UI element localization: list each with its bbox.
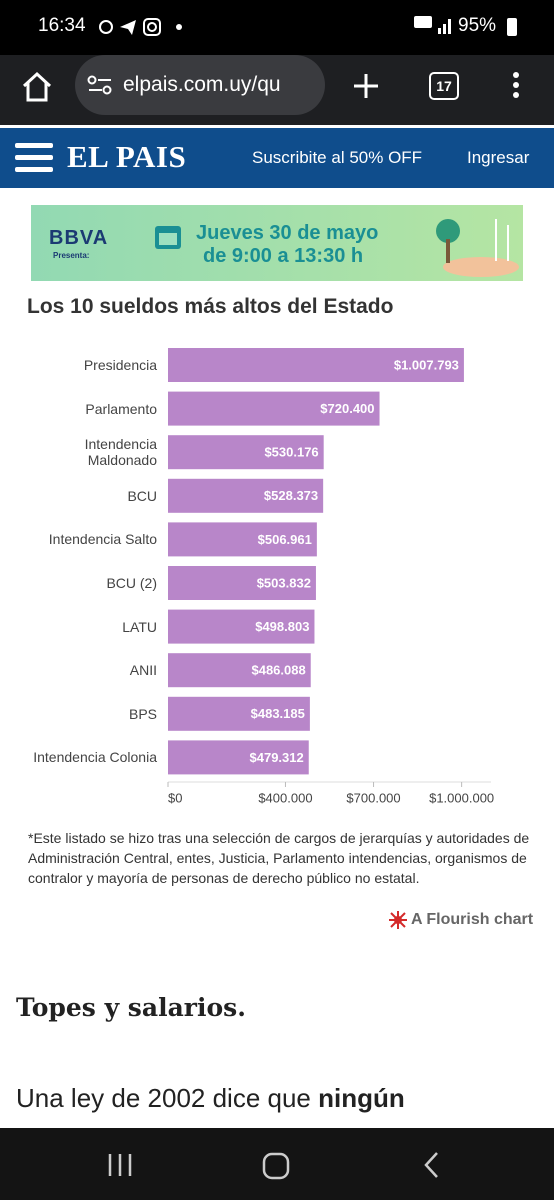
calendar-icon xyxy=(155,226,181,249)
value-label: $503.832 xyxy=(257,575,311,590)
tab-switcher[interactable]: 17 xyxy=(429,72,459,100)
value-label: $479.312 xyxy=(250,750,304,765)
home-nav-button[interactable] xyxy=(262,1152,290,1180)
hamburger-menu[interactable] xyxy=(15,141,53,175)
category-label: BCU (2) xyxy=(106,575,157,591)
value-label: $1.007.793 xyxy=(394,357,459,372)
bar xyxy=(168,696,310,731)
ad-date: Jueves 30 de mayo xyxy=(196,222,379,244)
x-tick-label: $700.000 xyxy=(346,790,400,805)
ad-banner[interactable]: BBVA Presenta: Jueves 30 de mayo de 9:00… xyxy=(31,205,523,281)
category-label: BCU xyxy=(127,487,157,504)
category-label: Intendencia Maldonado xyxy=(84,436,157,469)
flourish-icon xyxy=(389,911,407,929)
category-label: Intendencia Colonia xyxy=(33,749,157,766)
bar xyxy=(168,566,316,600)
x-tick-label: $400.000 xyxy=(258,790,312,805)
site-info-icon[interactable] xyxy=(87,75,113,95)
ad-illustration xyxy=(436,219,519,277)
status-bar: 16:34 95% xyxy=(0,0,554,55)
value-label: $530.176 xyxy=(264,445,318,460)
credit-text: A Flourish chart xyxy=(411,911,534,928)
ad-time: de 9:00 a 13:30 h xyxy=(203,245,364,267)
menu-button[interactable] xyxy=(510,71,522,101)
article-heading: Topes y salarios. xyxy=(16,993,246,1022)
chart-title: Los 10 sueldos más altos del Estado xyxy=(27,295,394,318)
value-label: $483.185 xyxy=(251,706,305,721)
x-tick-label: $1.000.000 xyxy=(429,790,494,805)
category-label: ANII xyxy=(129,662,157,679)
ad-presents: Presenta: xyxy=(53,251,90,260)
signal-icons xyxy=(414,16,451,34)
navigation-bar xyxy=(0,1128,554,1200)
bar xyxy=(168,435,324,470)
category-label: BPS xyxy=(128,705,157,722)
new-tab-button[interactable] xyxy=(352,72,380,100)
bar xyxy=(168,391,380,426)
bar xyxy=(168,348,464,382)
battery-icon xyxy=(507,18,517,36)
paragraph-bold: ningún xyxy=(318,1083,405,1113)
bar xyxy=(168,609,315,644)
ad-brand: BBVA xyxy=(49,227,109,249)
url-text: elpais.com.uy/qu xyxy=(123,73,281,96)
flourish-credit[interactable]: A Flourish chart xyxy=(388,910,533,930)
category-label: Presidencia xyxy=(83,357,157,373)
category-label: Parlamento xyxy=(85,400,157,417)
status-icons xyxy=(99,18,182,36)
article-paragraph: Una ley de 2002 dice que ningún xyxy=(16,1083,405,1114)
category-label: LATU xyxy=(122,618,157,635)
x-tick-label: $0 xyxy=(168,790,182,805)
home-button[interactable] xyxy=(20,70,54,104)
value-label: $528.373 xyxy=(264,488,318,503)
paragraph-text: Una ley de 2002 dice que xyxy=(16,1083,311,1113)
back-button[interactable] xyxy=(422,1150,442,1180)
chart-note: *Este listado se hizo tras una selección… xyxy=(28,830,530,886)
value-label: $486.088 xyxy=(251,663,305,678)
category-label: Intendencia Salto xyxy=(48,531,157,548)
clock: 16:34 xyxy=(38,15,86,36)
bar xyxy=(168,740,309,775)
bar xyxy=(168,478,324,513)
browser-bar: elpais.com.uy/qu 17 xyxy=(0,55,554,125)
value-label: $498.803 xyxy=(255,619,309,634)
site-logo[interactable]: EL PAIS xyxy=(67,139,187,174)
subscribe-link[interactable]: Suscribite al 50% OFF xyxy=(252,148,423,167)
value-label: $720.400 xyxy=(320,401,374,416)
bar xyxy=(168,653,311,688)
recent-apps-button[interactable] xyxy=(105,1152,135,1178)
site-header: EL PAIS Suscribite al 50% OFF Ingresar xyxy=(0,128,554,188)
bar xyxy=(168,522,317,557)
address-bar[interactable]: elpais.com.uy/qu xyxy=(75,55,325,115)
login-link[interactable]: Ingresar xyxy=(467,148,530,167)
battery-level: 95% xyxy=(458,15,497,36)
value-label: $506.961 xyxy=(258,532,312,547)
